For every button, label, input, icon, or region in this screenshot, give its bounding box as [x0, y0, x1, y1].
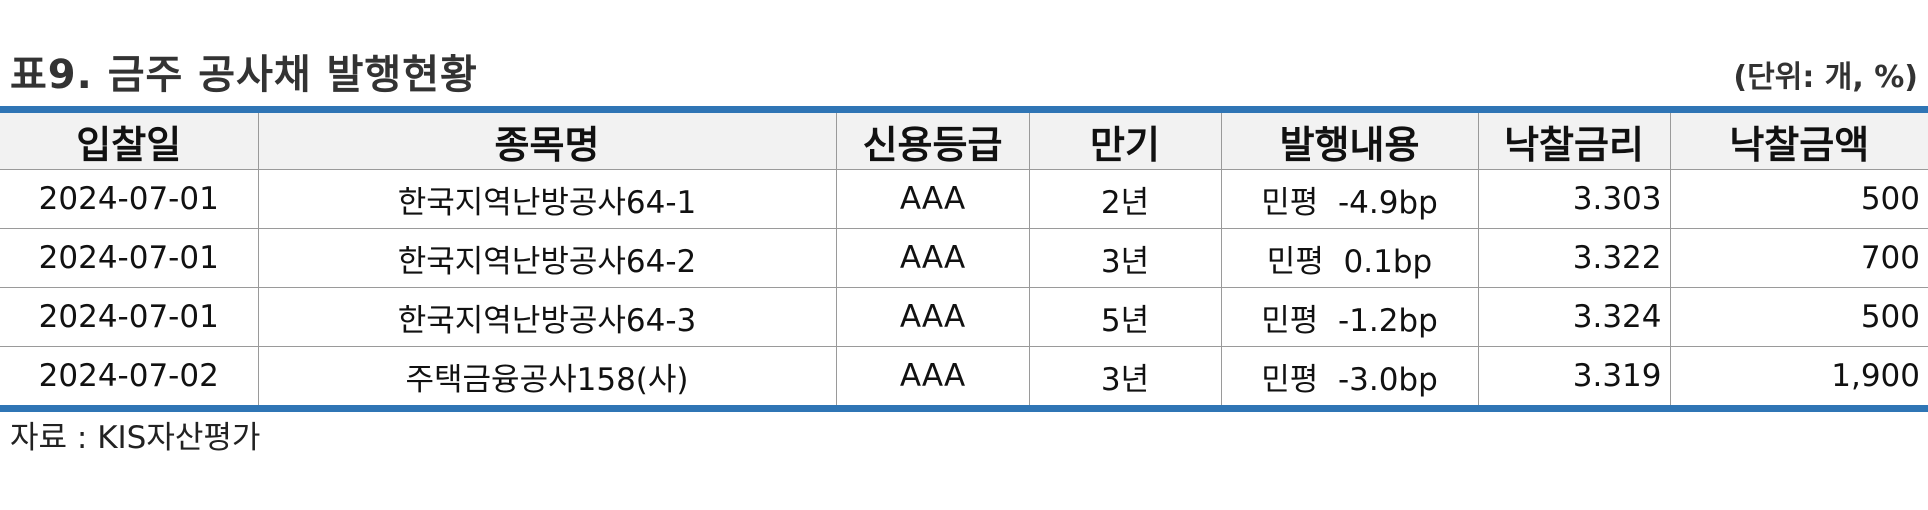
header-issue-name: 종목명 — [257, 113, 837, 170]
table-row: 2024-07-01 한국지역난방공사64-3 AAA 5년 민평 -1.2bp… — [0, 287, 1928, 347]
cell-issuance-detail: 민평 -3.0bp — [1220, 346, 1479, 405]
cell-issue-name: 한국지역난방공사64-3 — [257, 287, 837, 347]
header-issuance-detail: 발행내용 — [1220, 113, 1479, 170]
header-winning-rate: 낙찰금리 — [1477, 113, 1671, 170]
source-note: 자료 : KIS자산평가 — [10, 420, 261, 456]
cell-winning-rate: 3.324 — [1477, 287, 1671, 347]
table-header-row: 입찰일 종목명 신용등급 만기 발행내용 낙찰금리 낙찰금액 — [0, 113, 1928, 170]
table-title: 표9. 금주 공사채 발행현황 — [10, 52, 478, 98]
header-winning-amount: 낙찰금액 — [1669, 113, 1928, 170]
cell-credit-rating: AAA — [835, 228, 1030, 288]
cell-credit-rating: AAA — [835, 169, 1030, 229]
bond-issuance-table: 입찰일 종목명 신용등급 만기 발행내용 낙찰금리 낙찰금액 2024-07-0… — [0, 113, 1928, 405]
cell-bid-date: 2024-07-01 — [0, 228, 259, 288]
title-row: 표9. 금주 공사채 발행현황 (단위: 개, %) — [10, 44, 1918, 100]
cell-issuance-detail: 민평 0.1bp — [1220, 228, 1479, 288]
cell-issue-name: 한국지역난방공사64-1 — [257, 169, 837, 229]
cell-winning-amount: 700 — [1669, 228, 1928, 288]
header-credit-rating: 신용등급 — [835, 113, 1030, 170]
header-maturity: 만기 — [1028, 113, 1222, 170]
cell-winning-rate: 3.322 — [1477, 228, 1671, 288]
cell-winning-rate: 3.319 — [1477, 346, 1671, 405]
cell-bid-date: 2024-07-02 — [0, 346, 259, 405]
cell-bid-date: 2024-07-01 — [0, 169, 259, 229]
cell-maturity: 5년 — [1028, 287, 1222, 347]
table-row: 2024-07-01 한국지역난방공사64-2 AAA 3년 민평 0.1bp … — [0, 228, 1928, 288]
cell-issuance-detail: 민평 -1.2bp — [1220, 287, 1479, 347]
header-bid-date: 입찰일 — [0, 113, 259, 170]
cell-issuance-detail: 민평 -4.9bp — [1220, 169, 1479, 229]
cell-winning-rate: 3.303 — [1477, 169, 1671, 229]
bond-issuance-table-wrap: 입찰일 종목명 신용등급 만기 발행내용 낙찰금리 낙찰금액 2024-07-0… — [0, 106, 1928, 412]
cell-winning-amount: 1,900 — [1669, 346, 1928, 405]
cell-maturity: 2년 — [1028, 169, 1222, 229]
cell-bid-date: 2024-07-01 — [0, 287, 259, 347]
cell-maturity: 3년 — [1028, 346, 1222, 405]
cell-maturity: 3년 — [1028, 228, 1222, 288]
table-row: 2024-07-01 한국지역난방공사64-1 AAA 2년 민평 -4.9bp… — [0, 169, 1928, 229]
table-row: 2024-07-02 주택금융공사158(사) AAA 3년 민평 -3.0bp… — [0, 346, 1928, 405]
cell-credit-rating: AAA — [835, 287, 1030, 347]
cell-winning-amount: 500 — [1669, 169, 1928, 229]
cell-winning-amount: 500 — [1669, 287, 1928, 347]
cell-issue-name: 한국지역난방공사64-2 — [257, 228, 837, 288]
cell-credit-rating: AAA — [835, 346, 1030, 405]
cell-issue-name: 주택금융공사158(사) — [257, 346, 837, 405]
unit-label: (단위: 개, %) — [1733, 60, 1918, 95]
